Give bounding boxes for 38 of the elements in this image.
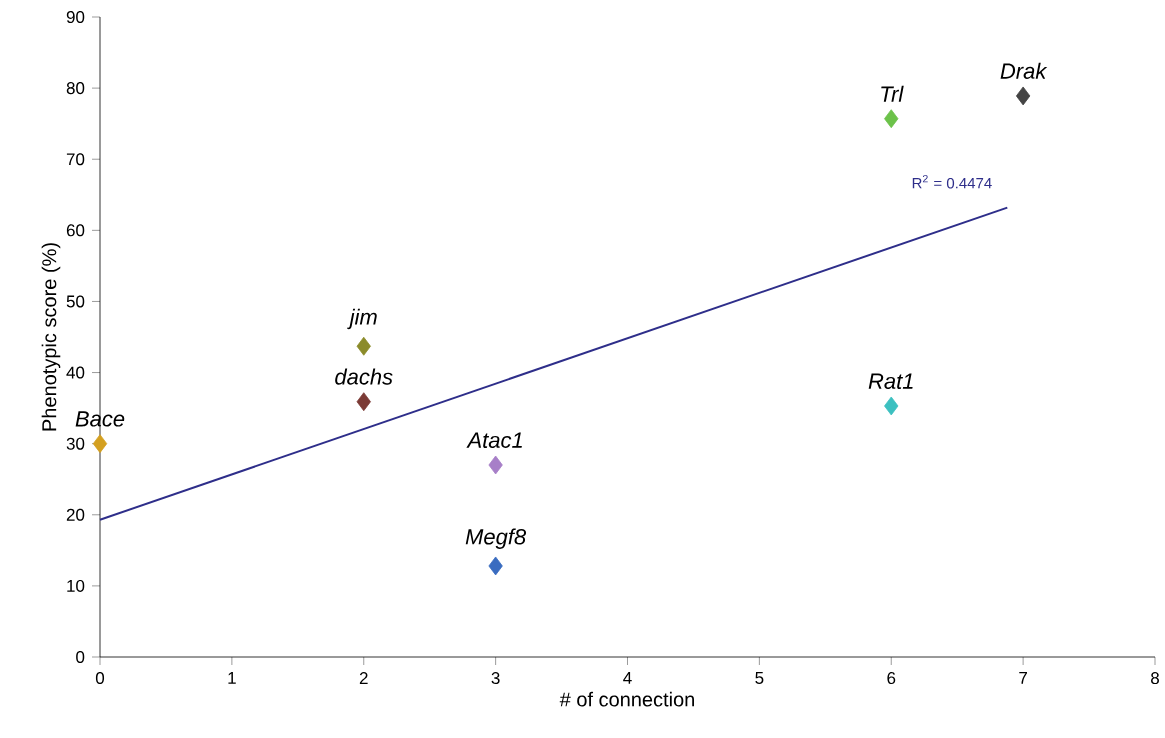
point: [356, 392, 371, 412]
x-tick-label: 5: [755, 672, 764, 684]
y-tick-label: 80: [66, 82, 85, 95]
y-tick-label: 0: [76, 651, 85, 664]
y-tick-label: 70: [66, 153, 85, 166]
x-tick-label: 1: [228, 672, 236, 684]
y-tick-label: 60: [66, 224, 85, 237]
series-label: Atac1: [466, 432, 522, 448]
x-tick-label: 8: [1151, 672, 1159, 685]
x-tick-label: 0: [95, 672, 105, 685]
point: [92, 434, 108, 454]
x-tick-label: 6: [887, 672, 896, 685]
series-label: Drak: [1000, 62, 1048, 79]
point: [884, 396, 899, 416]
series-label: jim: [347, 308, 377, 330]
y-axis-title: Phenotypic score (%): [41, 243, 61, 431]
y-tick-label: 90: [66, 11, 85, 24]
point: [356, 336, 371, 356]
x-tick-label: 4: [623, 672, 632, 684]
point: [1015, 86, 1031, 106]
series-label: Megf8: [465, 528, 527, 549]
point: [488, 455, 503, 475]
series-label: dachs: [335, 368, 393, 385]
x-tick-label: 2: [359, 672, 368, 684]
series-label: Rat1: [868, 373, 913, 389]
point: [488, 556, 503, 576]
y-tick-label: 40: [66, 366, 85, 379]
series-label: Trl: [881, 85, 904, 102]
y-tick-label: 20: [66, 508, 85, 521]
annotation: R$^{2}$ = 0.4474: [912, 175, 992, 189]
y-tick-label: 50: [66, 295, 85, 308]
x-tick-label: 7: [1019, 672, 1027, 684]
point: [884, 109, 899, 129]
x-tick-label: 3: [491, 672, 500, 685]
y-tick-label: 30: [66, 437, 85, 450]
series-label: Bace: [75, 411, 125, 427]
x-axis-title: # of connection: [559, 691, 694, 707]
y-tick-label: 10: [67, 579, 85, 592]
